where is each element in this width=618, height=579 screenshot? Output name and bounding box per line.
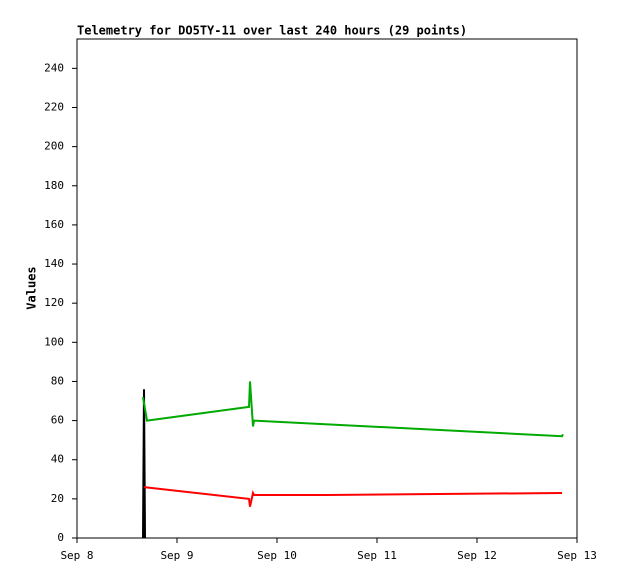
y-tick-label: 240 xyxy=(44,61,64,74)
line-series xyxy=(143,486,563,507)
y-axis-label: Values xyxy=(25,266,39,309)
x-tick-label: Sep 11 xyxy=(357,549,397,562)
x-tick-label: Sep 13 xyxy=(557,549,597,562)
line-series xyxy=(142,389,146,539)
chart-title: Telemetry for DO5TY-11 over last 240 hou… xyxy=(77,24,467,38)
x-tick-label: Sep 12 xyxy=(457,549,497,562)
y-tick-label: 100 xyxy=(44,335,64,348)
y-tick-label: 140 xyxy=(44,257,64,270)
y-tick-label: 160 xyxy=(44,218,64,231)
y-tick-label: 60 xyxy=(51,414,64,427)
y-tick-label: 80 xyxy=(51,374,64,387)
y-tick-label: 180 xyxy=(44,179,64,192)
y-tick-label: 120 xyxy=(44,296,64,309)
x-tick-label: Sep 10 xyxy=(257,549,297,562)
line-series xyxy=(142,381,564,438)
x-tick-label: Sep 9 xyxy=(160,549,193,562)
y-tick-label: 40 xyxy=(51,453,64,466)
y-tick-label: 220 xyxy=(44,100,64,113)
y-tick-label: 200 xyxy=(44,140,64,153)
y-tick-label: 20 xyxy=(51,492,64,505)
x-tick-label: Sep 8 xyxy=(60,549,93,562)
plot-frame xyxy=(76,38,578,539)
y-tick-label: 0 xyxy=(57,531,64,544)
